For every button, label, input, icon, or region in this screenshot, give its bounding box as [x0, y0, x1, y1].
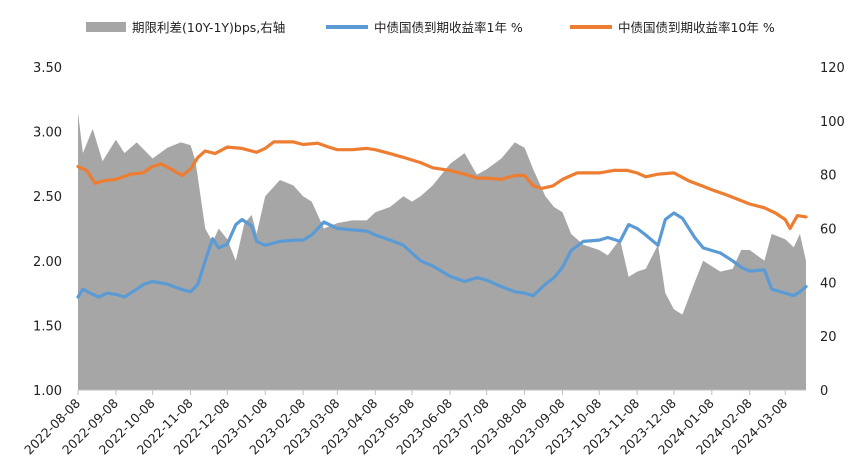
y-right-tick-label: 0 [820, 384, 828, 399]
legend-swatch-spread [86, 22, 126, 32]
y-right-tick-label: 120 [820, 61, 845, 76]
y-right-tick-label: 80 [820, 169, 837, 184]
series-line-0 [76, 140, 808, 231]
legend-label-spread: 期限利差(10Y-1Y)bps,右轴 [132, 20, 285, 35]
y-left-tick-label: 3.00 [33, 126, 62, 141]
y-left-tick-label: 3.50 [33, 61, 62, 76]
series-area-spread [78, 112, 806, 391]
plot-area [76, 112, 808, 391]
y-right-tick-label: 100 [820, 115, 845, 130]
y-right-tick-label: 40 [820, 276, 837, 291]
y-right-tick-label: 60 [820, 223, 837, 238]
y-left-tick-label: 2.50 [33, 190, 62, 205]
y-left-tick-label: 2.00 [33, 255, 62, 270]
y-left-tick-label: 1.50 [33, 319, 62, 334]
y-right-tick-label: 20 [820, 330, 837, 345]
y-left-tick-label: 1.00 [33, 384, 62, 399]
series-line-1 [76, 211, 808, 299]
legend: 期限利差(10Y-1Y)bps,右轴 中债国债到期收益率1年 % 中债国债到期收… [86, 20, 775, 35]
legend-label-10y: 中债国债到期收益率10年 % [618, 20, 775, 35]
legend-label-1y: 中债国债到期收益率1年 % [374, 20, 523, 35]
